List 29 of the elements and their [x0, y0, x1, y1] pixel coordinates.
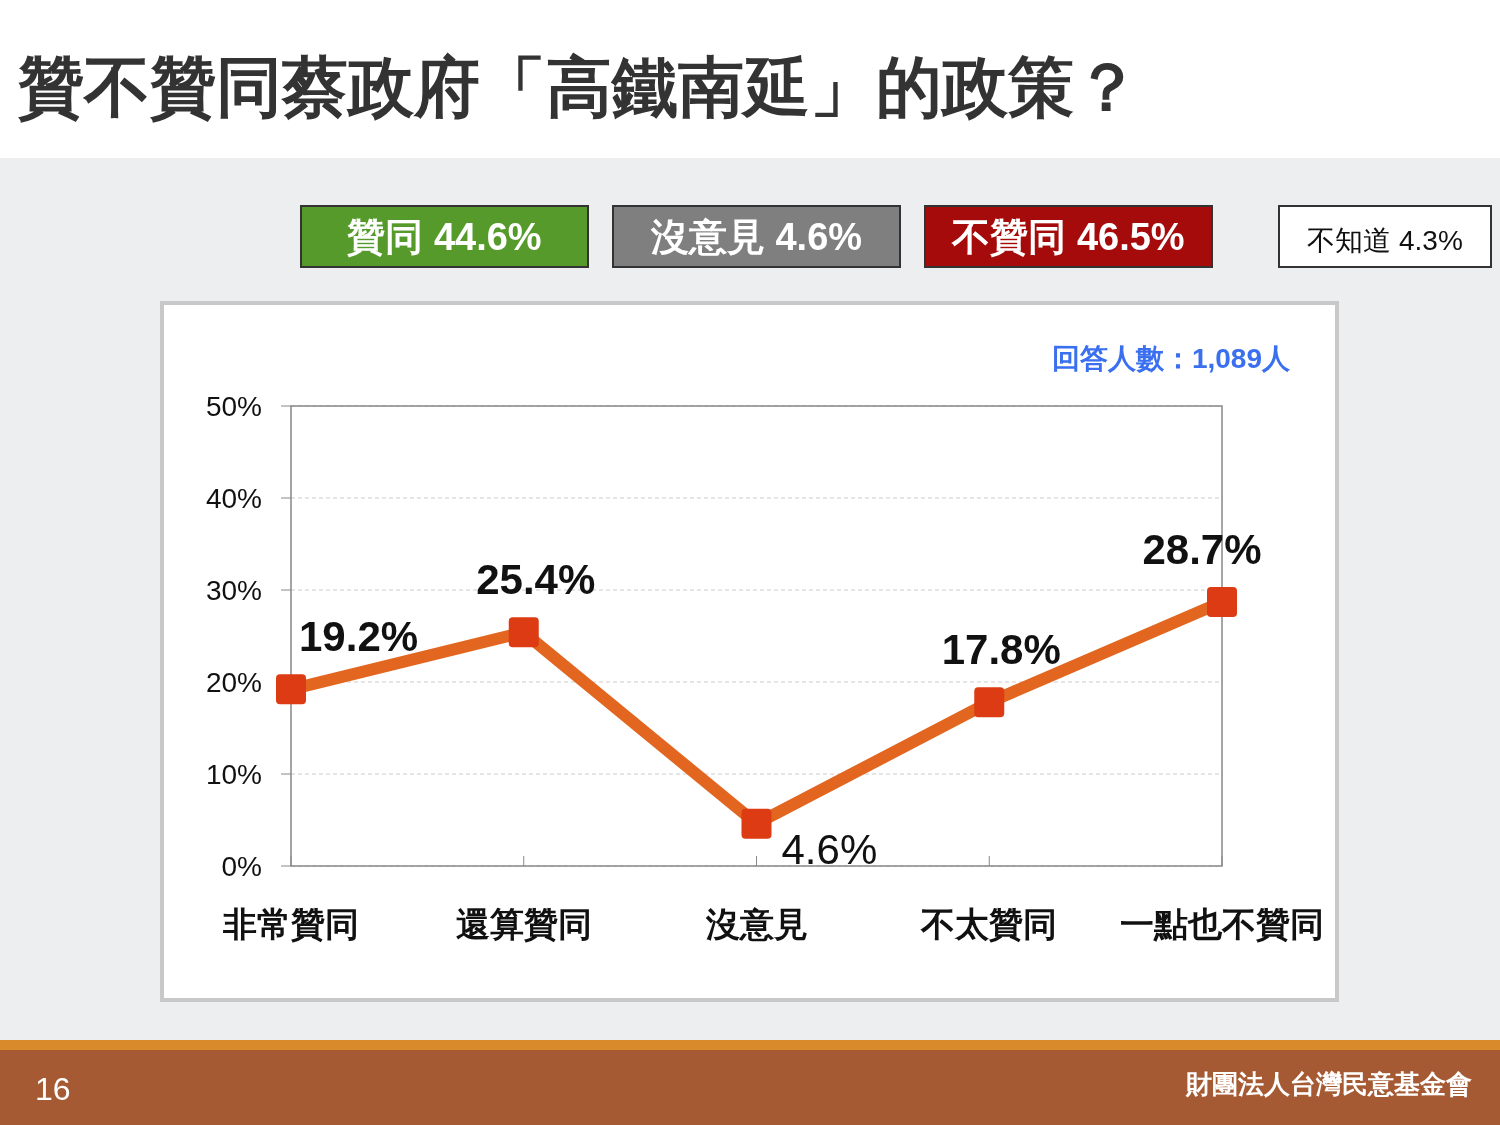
- data-label: 19.2%: [299, 613, 419, 661]
- data-label: 4.6%: [781, 825, 878, 873]
- data-label: 28.7%: [1142, 525, 1262, 573]
- y-tick-label: 40%: [205, 483, 262, 514]
- y-tick-label: 0%: [221, 851, 262, 882]
- text: 不贊同 46.5%: [951, 216, 1185, 258]
- point: [276, 674, 306, 705]
- x-tick-label: 沒意見: [704, 905, 808, 943]
- data-label: 25.4%: [476, 556, 596, 604]
- data-label: 17.8%: [941, 626, 1061, 674]
- x-tick-label: 非常贊同: [222, 905, 359, 943]
- text: 財團法人台灣民意基金會: [1185, 1069, 1472, 1099]
- y-tick-label: 30%: [205, 575, 262, 606]
- text: 贊同 44.6%: [346, 216, 542, 258]
- x-tick-label: 還算贊同: [455, 905, 592, 943]
- x-tick-label: 不太贊同: [920, 905, 1058, 943]
- y-tick-label: 20%: [205, 667, 262, 698]
- text: 沒意見 4.6%: [649, 216, 863, 258]
- point: [741, 808, 772, 839]
- x-tick-label: 一點也不贊同: [1120, 905, 1324, 943]
- text: 回答人數：1,089人: [1051, 343, 1291, 374]
- y-tick-label: 10%: [205, 759, 262, 790]
- text: 不知道 4.3%: [1307, 225, 1463, 256]
- text: 16: [35, 1071, 71, 1107]
- point: [1207, 586, 1237, 617]
- point: [508, 617, 539, 648]
- point: [974, 687, 1005, 718]
- chart-title: 贊不贊同蔡政府「高鐵南延」的政策？: [17, 50, 1140, 124]
- y-tick-label: 50%: [205, 391, 262, 422]
